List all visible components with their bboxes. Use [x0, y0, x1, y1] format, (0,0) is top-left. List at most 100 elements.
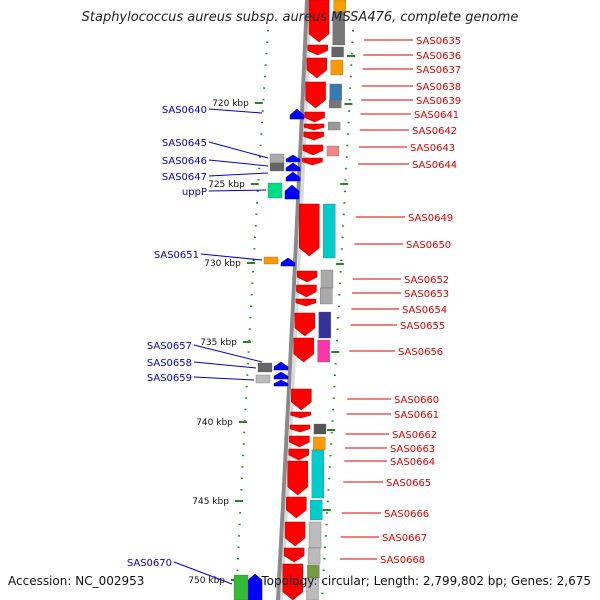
reverse-gene-label: SAS0658 — [147, 358, 192, 369]
forward-gene-arrow — [304, 111, 325, 123]
category-box — [306, 577, 319, 600]
category-box — [327, 121, 341, 131]
reverse-gene-arrow — [285, 162, 301, 172]
forward-gene-arrow — [305, 81, 326, 109]
category-box — [320, 269, 334, 289]
forward-gene-arrow — [302, 157, 323, 166]
category-box — [332, 11, 345, 46]
reverse-gene-arrow — [289, 108, 305, 120]
forward-gene-label: SAS0665 — [386, 478, 431, 489]
reverse-gene-leader — [193, 344, 263, 363]
inner-guide-dots — [235, 29, 269, 600]
forward-gene-label: SAS0663 — [390, 444, 435, 455]
category-box — [330, 59, 344, 76]
forward-gene-arrow — [287, 460, 308, 496]
reverse-gene-label: SAS0651 — [154, 250, 199, 261]
forward-gene-label: SAS0656 — [398, 347, 443, 358]
forward-gene-label: SAS0655 — [400, 321, 445, 332]
forward-gene-label: SAS0638 — [416, 82, 461, 93]
forward-gene-arrow — [289, 424, 311, 433]
forward-gene-label: SAS0664 — [390, 457, 435, 468]
forward-gene-arrow — [307, 44, 328, 56]
forward-gene-arrow — [294, 312, 316, 337]
reverse-gene-leader — [208, 108, 263, 114]
category-box — [307, 547, 321, 565]
forward-gene-label: SAS0653 — [404, 289, 449, 300]
reverse-gene-arrow — [273, 371, 289, 380]
forward-gene-arrow — [283, 547, 305, 563]
forward-gene-arrow — [296, 270, 318, 283]
forward-gene-arrow — [306, 57, 328, 79]
forward-gene-arrow — [299, 203, 320, 257]
forward-gene-label: SAS0662 — [392, 430, 437, 441]
reverse-gene-leader — [193, 376, 255, 381]
reverse-gene-label: SAS0670 — [127, 558, 172, 569]
forward-gene-arrow — [289, 435, 310, 448]
scale-tick-label: 750 kbp — [188, 576, 225, 586]
forward-gene-arrow — [303, 131, 324, 141]
reverse-gene-leader — [193, 361, 257, 369]
forward-gene-label: SAS0636 — [416, 51, 461, 62]
forward-gene-label: SAS0668 — [380, 555, 425, 566]
accession-text: Accession: NC_002953 — [8, 574, 145, 588]
category-box — [313, 423, 327, 435]
forward-gene-label: SAS0644 — [412, 160, 457, 171]
reverse-gene-label: SAS0657 — [147, 341, 192, 352]
forward-gene-label: SAS0639 — [416, 96, 461, 107]
category-box — [323, 203, 336, 259]
reverse-gene-arrow — [247, 573, 263, 600]
forward-gene-arrow — [284, 521, 306, 547]
category-box — [267, 182, 283, 199]
scale-tick-label: 725 kbp — [208, 180, 245, 190]
forward-gene-arrow — [282, 563, 304, 600]
forward-gene-arrow — [303, 123, 325, 131]
category-box — [269, 162, 285, 172]
forward-gene-arrow — [291, 388, 312, 411]
category-box — [310, 499, 323, 521]
category-box — [320, 287, 333, 305]
backbone — [276, 0, 309, 600]
scale-tick-label: 735 kbp — [200, 338, 237, 348]
reverse-gene-label: SAS0647 — [162, 172, 207, 183]
scale-tick-label: 730 kbp — [204, 259, 241, 269]
scale-tick-label: 745 kbp — [192, 497, 229, 507]
reverse-gene-label: uppP — [182, 187, 207, 198]
category-box — [326, 145, 340, 157]
reverse-gene-leader — [173, 561, 233, 585]
forward-gene-label: SAS0654 — [402, 305, 447, 316]
forward-gene-label: SAS0652 — [404, 275, 449, 286]
category-box — [311, 449, 325, 499]
category-box — [233, 574, 249, 600]
category-box — [329, 83, 342, 101]
reverse-gene-arrow — [280, 257, 296, 267]
reverse-gene-arrow — [273, 361, 289, 371]
forward-gene-arrow — [286, 496, 307, 519]
forward-gene-label: SAS0660 — [394, 395, 439, 406]
reverse-gene-leader — [208, 172, 269, 177]
category-box — [313, 436, 326, 451]
forward-gene-label: SAS0650 — [406, 240, 451, 251]
forward-gene-arrow — [288, 448, 310, 461]
forward-gene-label: SAS0667 — [382, 533, 427, 544]
reverse-gene-label: SAS0640 — [162, 105, 207, 116]
reverse-gene-arrow — [273, 379, 289, 387]
forward-gene-arrow — [290, 411, 311, 419]
category-box — [317, 339, 330, 363]
forward-gene-label: SAS0641 — [414, 110, 459, 121]
forward-gene-label: SAS0637 — [416, 65, 461, 76]
category-box — [328, 99, 342, 109]
reverse-gene-leader — [208, 159, 269, 167]
forward-gene-arrow — [295, 298, 317, 307]
forward-gene-label: SAS0666 — [384, 509, 429, 520]
reverse-gene-label: SAS0659 — [147, 373, 192, 384]
forward-gene-label: SAS0661 — [394, 410, 439, 421]
forward-gene-label: SAS0635 — [416, 36, 461, 47]
category-box — [257, 362, 273, 373]
reverse-gene-leader — [200, 253, 263, 261]
scale-tick-label: 720 kbp — [212, 99, 249, 109]
forward-gene-arrow — [302, 144, 324, 156]
reverse-gene-arrow — [284, 184, 300, 200]
category-box — [269, 153, 285, 164]
reverse-gene-arrow — [285, 154, 301, 163]
